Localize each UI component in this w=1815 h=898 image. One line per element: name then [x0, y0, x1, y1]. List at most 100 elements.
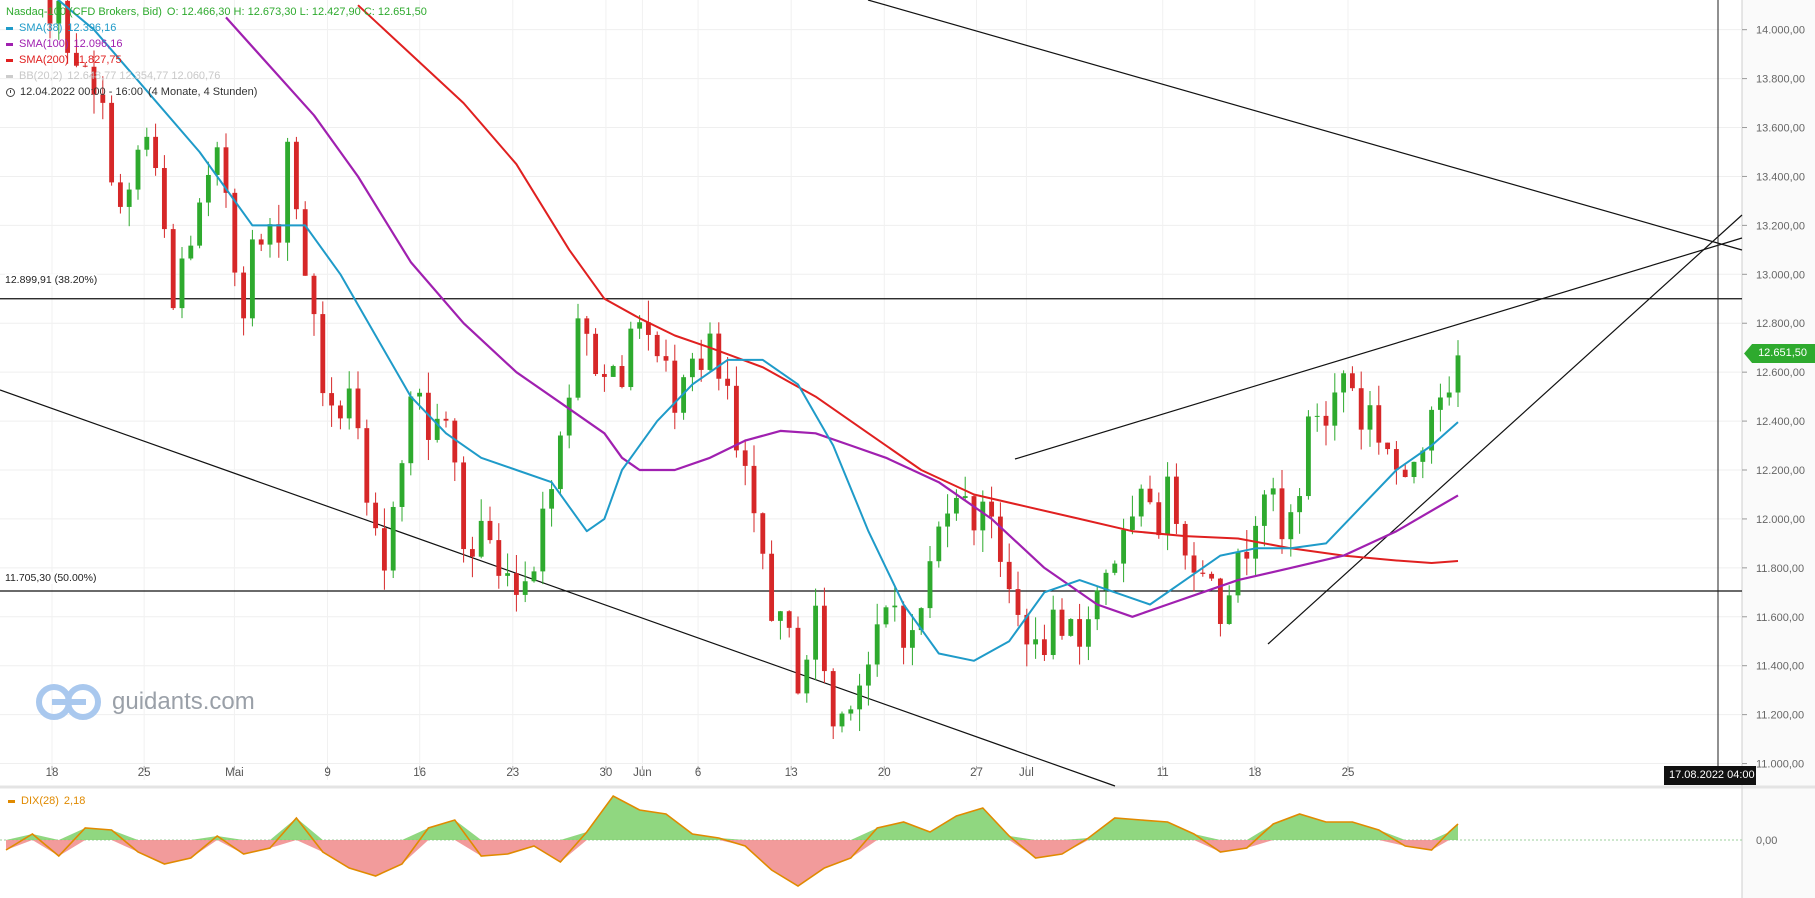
dix-legend[interactable]: DIX(28) 2,18 — [8, 795, 85, 807]
candle-body — [100, 94, 106, 103]
fib-label-500: 11.705,30 (50.00%) — [5, 572, 97, 584]
sma100-label: SMA(100) — [19, 38, 69, 50]
candle-body — [276, 224, 282, 243]
candle-body — [1393, 449, 1399, 470]
ohlc-values: O: 12.466,30 H: 12.673,30 L: 12.427,90 C… — [166, 6, 427, 18]
candle-body — [381, 528, 387, 571]
candle-body — [390, 506, 396, 571]
candle-body — [1402, 469, 1408, 478]
x-tick-label: 18 — [46, 767, 59, 779]
candle-body — [373, 502, 379, 529]
candle-body — [170, 229, 176, 309]
legend-sma100[interactable]: SMA(100) 12.096,16 — [6, 36, 427, 52]
candle-body — [346, 388, 352, 419]
candle-body — [302, 209, 308, 276]
candle-body — [716, 333, 722, 379]
guidants-logo-icon — [36, 684, 101, 720]
candle-body — [188, 245, 194, 259]
candle-body — [249, 239, 255, 319]
candle-body — [848, 709, 854, 714]
candle-body — [663, 356, 669, 361]
candle-body — [1376, 405, 1382, 443]
candle-body — [1420, 450, 1426, 462]
candle-body — [1429, 409, 1435, 451]
candle-body — [408, 396, 414, 464]
x-tick-label: Mai — [225, 767, 244, 779]
x-tick-label: 18 — [1248, 767, 1261, 779]
candle-body — [1279, 488, 1285, 540]
candle-body — [311, 275, 317, 315]
candle-body — [874, 624, 880, 665]
dix-value: 2,18 — [63, 795, 86, 807]
logo-text: guidants.com — [112, 688, 255, 715]
legend-sma200[interactable]: SMA(200) 11.827,75 — [6, 52, 427, 68]
candle-body — [1288, 512, 1294, 540]
candle-body — [584, 318, 590, 334]
legend-bb[interactable]: BB(20,2) 12.648,77 12.354,77 12.060,76 — [6, 68, 427, 84]
candle-body — [1191, 555, 1197, 573]
candle-body — [109, 102, 115, 183]
candle-body — [689, 358, 695, 378]
candle-body — [601, 374, 607, 377]
candle-body — [1138, 488, 1144, 517]
candle-body — [1209, 573, 1215, 579]
candle-body — [1297, 496, 1303, 513]
y-tick-label: 13.000,00 — [1756, 269, 1805, 281]
candle-body — [1226, 595, 1232, 624]
candle-body — [725, 378, 731, 386]
candle-body — [1103, 572, 1109, 591]
candle-body — [205, 174, 211, 203]
candle-body — [258, 239, 264, 245]
candle-body — [909, 630, 915, 648]
upper-wedge-line — [1014, 237, 1743, 460]
y-tick-label: 12.600,00 — [1756, 367, 1805, 379]
dix-y-tick-label: 0,00 — [1756, 835, 1777, 847]
candle-body — [962, 496, 968, 498]
legend-sma38[interactable]: SMA(38) 12.396,16 — [6, 20, 427, 36]
candle-body — [487, 520, 493, 541]
candle-body — [540, 508, 546, 572]
candle-body — [1068, 619, 1074, 636]
instrument-name: Nasdaq-100 (CFD Brokers, Bid) — [6, 6, 162, 18]
candle-body — [1112, 563, 1118, 573]
candle-body — [1349, 373, 1355, 389]
current-price-tag: 12.651,50 — [1744, 344, 1815, 363]
y-tick-label: 13.200,00 — [1756, 220, 1805, 232]
candle-body — [293, 141, 299, 210]
candle-body — [619, 366, 625, 388]
y-tick-label: 11.000,00 — [1756, 759, 1804, 771]
x-tick-label: 25 — [1342, 767, 1355, 779]
y-tick-label: 11.600,00 — [1756, 612, 1804, 624]
candle-body — [566, 397, 572, 436]
sma100-value: 12.096,16 — [73, 38, 123, 50]
y-tick-label: 12.000,00 — [1756, 514, 1805, 526]
candle-body — [285, 141, 291, 243]
candle-body — [337, 405, 343, 419]
sma38-value: 12.396,16 — [67, 22, 117, 34]
x-tick-label: 11 — [1157, 767, 1169, 779]
sma38-swatch — [6, 26, 13, 30]
y-tick-label: 11.200,00 — [1756, 710, 1804, 722]
candle-body — [1121, 529, 1127, 564]
candle-body — [531, 571, 537, 582]
candle-body — [936, 526, 942, 562]
candle-body — [355, 388, 361, 429]
chart-legend: Nasdaq-100 (CFD Brokers, Bid) O: 12.466,… — [6, 4, 427, 100]
x-tick-label: 16 — [413, 767, 426, 779]
candle-body — [469, 549, 475, 557]
candle-body — [821, 605, 827, 672]
candle-body — [610, 366, 616, 377]
candle-body — [443, 418, 449, 421]
dix-line — [5, 794, 1459, 887]
period-detail: (4 Monate, 4 Stunden) — [147, 86, 258, 98]
candle-body — [927, 561, 933, 609]
bb-label: BB(20,2) — [19, 70, 63, 82]
sma38-label: SMA(38) — [19, 22, 63, 34]
candle-body — [777, 611, 783, 621]
candle-body — [839, 713, 845, 727]
candle-body — [1341, 373, 1347, 393]
candle-body — [575, 318, 581, 398]
candle-body — [1270, 488, 1276, 495]
candle-body — [179, 258, 185, 309]
